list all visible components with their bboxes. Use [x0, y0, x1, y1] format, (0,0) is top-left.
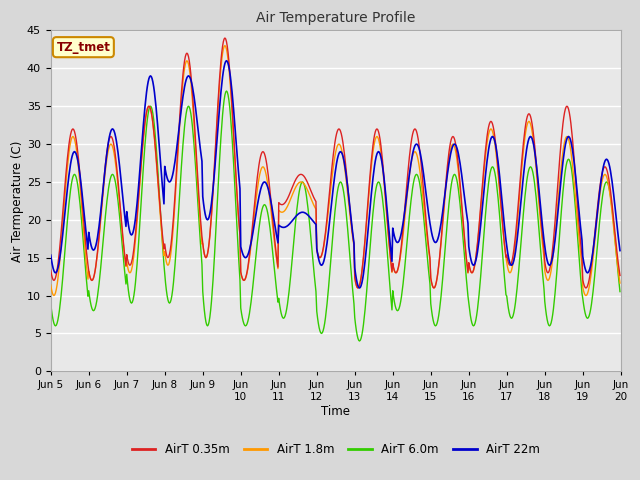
X-axis label: Time: Time	[321, 405, 350, 418]
Text: TZ_tmet: TZ_tmet	[56, 41, 110, 54]
Legend: AirT 0.35m, AirT 1.8m, AirT 6.0m, AirT 22m: AirT 0.35m, AirT 1.8m, AirT 6.0m, AirT 2…	[127, 438, 545, 461]
Title: Air Temperature Profile: Air Temperature Profile	[256, 11, 415, 25]
Y-axis label: Air Termperature (C): Air Termperature (C)	[11, 140, 24, 262]
